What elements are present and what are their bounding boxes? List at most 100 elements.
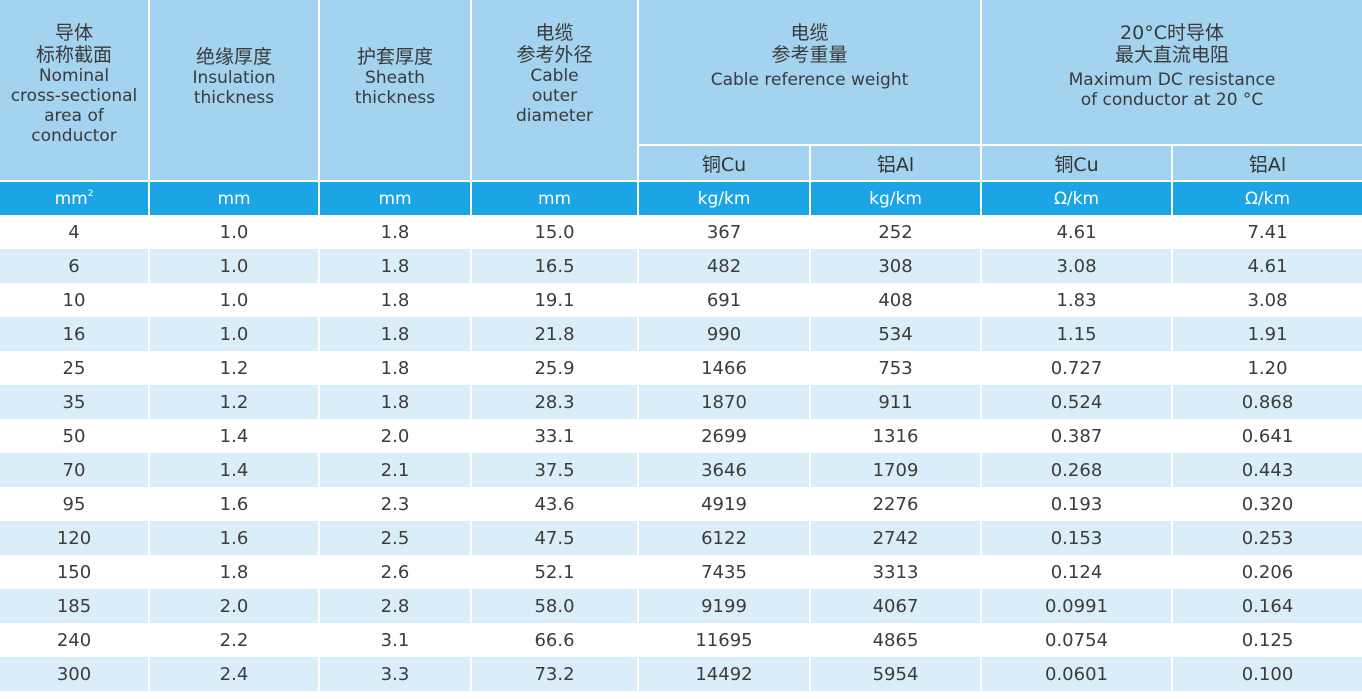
header-diameter-en-2: outer [531, 86, 578, 106]
cell-weight-al: 2276 [810, 487, 982, 521]
cell-diameter: 15.0 [471, 215, 639, 249]
cell-diameter: 47.5 [471, 521, 639, 555]
cell-diameter: 28.3 [471, 385, 639, 419]
cell-area: 95 [0, 487, 150, 521]
cell-insulation: 1.0 [149, 317, 320, 351]
header-insulation: 绝缘厚度 Insulation thickness [149, 0, 320, 182]
cell-weight-al: 2742 [810, 521, 982, 555]
cell-sheath: 2.1 [319, 453, 472, 487]
cell-sheath: 2.6 [319, 555, 472, 589]
cell-weight-cu: 482 [638, 249, 811, 283]
cell-weight-al: 1709 [810, 453, 982, 487]
table-row: 240 2.2 3.1 66.6 11695 4865 0.0754 0.125 [0, 623, 1362, 657]
header-area-en-1: Nominal [38, 66, 110, 86]
table-row: 185 2.0 2.8 58.0 9199 4067 0.0991 0.164 [0, 589, 1362, 623]
header-resistance-en2: of conductor at 20 °C [1080, 90, 1264, 110]
unit-res-cu: Ω/km [981, 181, 1173, 215]
cell-sheath: 1.8 [319, 317, 472, 351]
cell-weight-al: 5954 [810, 657, 982, 691]
header-diameter: 电缆 参考外径 Cable outer diameter [471, 0, 639, 182]
cell-sheath: 3.1 [319, 623, 472, 657]
header-weight-zh1: 电缆 [790, 22, 829, 44]
cell-diameter: 25.9 [471, 351, 639, 385]
cell-weight-al: 534 [810, 317, 982, 351]
header-diameter-zh2: 参考外径 [516, 44, 593, 66]
header-resistance: 20°C时导体 最大直流电阻 Maximum DC resistance of … [981, 0, 1362, 146]
cell-area: 35 [0, 385, 150, 419]
cell-res-al: 1.91 [1172, 317, 1362, 351]
header-resistance-en1: Maximum DC resistance [1068, 70, 1276, 90]
cell-weight-cu: 7435 [638, 555, 811, 589]
cell-diameter: 73.2 [471, 657, 639, 691]
header-sheath-en-1: Sheath [365, 68, 425, 88]
cell-insulation: 2.0 [149, 589, 320, 623]
unit-weight-cu: kg/km [638, 181, 811, 215]
cell-insulation: 1.2 [149, 351, 320, 385]
cell-weight-cu: 9199 [638, 589, 811, 623]
cell-sheath: 1.8 [319, 385, 472, 419]
cell-diameter: 66.6 [471, 623, 639, 657]
cell-sheath: 1.8 [319, 351, 472, 385]
cell-insulation: 1.6 [149, 487, 320, 521]
cell-area: 240 [0, 623, 150, 657]
cell-res-al: 0.641 [1172, 419, 1362, 453]
cell-area: 16 [0, 317, 150, 351]
cell-res-cu: 0.387 [981, 419, 1173, 453]
header-sheath: 护套厚度 Sheath thickness [319, 0, 472, 182]
cell-weight-al: 308 [810, 249, 982, 283]
cell-weight-al: 408 [810, 283, 982, 317]
header-resistance-cu: 铜Cu [981, 145, 1173, 182]
cell-weight-al: 252 [810, 215, 982, 249]
header-weight-al: 铝Al [810, 145, 982, 182]
cell-res-al: 0.206 [1172, 555, 1362, 589]
cell-diameter: 52.1 [471, 555, 639, 589]
header-sheath-en-2: thickness [354, 88, 436, 108]
table-row: 120 1.6 2.5 47.5 6122 2742 0.153 0.253 [0, 521, 1362, 555]
cell-weight-cu: 11695 [638, 623, 811, 657]
cell-area: 120 [0, 521, 150, 555]
header-area-en-4: conductor [31, 126, 117, 146]
table-row: 4 1.0 1.8 15.0 367 252 4.61 7.41 [0, 215, 1362, 249]
table-row: 6 1.0 1.8 16.5 482 308 3.08 4.61 [0, 249, 1362, 283]
unit-sheath: mm [319, 181, 472, 215]
table-row: 16 1.0 1.8 21.8 990 534 1.15 1.91 [0, 317, 1362, 351]
cell-res-al: 0.443 [1172, 453, 1362, 487]
cell-weight-al: 911 [810, 385, 982, 419]
cell-area: 185 [0, 589, 150, 623]
cell-diameter: 58.0 [471, 589, 639, 623]
cell-sheath: 2.3 [319, 487, 472, 521]
cell-weight-cu: 1466 [638, 351, 811, 385]
cell-res-cu: 1.83 [981, 283, 1173, 317]
cell-area: 300 [0, 657, 150, 691]
cell-res-al: 4.61 [1172, 249, 1362, 283]
table-row: 95 1.6 2.3 43.6 4919 2276 0.193 0.320 [0, 487, 1362, 521]
cell-insulation: 1.0 [149, 283, 320, 317]
cell-res-cu: 1.15 [981, 317, 1173, 351]
header-weight-zh2: 参考重量 [771, 44, 848, 66]
cell-res-cu: 0.727 [981, 351, 1173, 385]
cell-insulation: 1.2 [149, 385, 320, 419]
cell-res-al: 0.320 [1172, 487, 1362, 521]
cell-diameter: 21.8 [471, 317, 639, 351]
header-area-zh2: 标称截面 [35, 44, 112, 66]
header-area: 导体 标称截面 Nominal cross-sectional area of … [0, 0, 150, 182]
table-row: 70 1.4 2.1 37.5 3646 1709 0.268 0.443 [0, 453, 1362, 487]
cell-area: 4 [0, 215, 150, 249]
cell-area: 70 [0, 453, 150, 487]
unit-area-sup: 2 [87, 188, 94, 199]
table-row: 25 1.2 1.8 25.9 1466 753 0.727 1.20 [0, 351, 1362, 385]
cell-weight-cu: 2699 [638, 419, 811, 453]
unit-insulation: mm [149, 181, 320, 215]
cell-res-cu: 0.268 [981, 453, 1173, 487]
cell-res-cu: 0.193 [981, 487, 1173, 521]
table-row: 150 1.8 2.6 52.1 7435 3313 0.124 0.206 [0, 555, 1362, 589]
cell-weight-al: 1316 [810, 419, 982, 453]
unit-weight-al: kg/km [810, 181, 982, 215]
cell-res-al: 0.100 [1172, 657, 1362, 691]
cell-res-al: 7.41 [1172, 215, 1362, 249]
cell-area: 150 [0, 555, 150, 589]
cell-res-al: 1.20 [1172, 351, 1362, 385]
header-area-en-2: cross-sectional [10, 86, 138, 106]
header-insulation-en-1: Insulation [192, 68, 276, 88]
